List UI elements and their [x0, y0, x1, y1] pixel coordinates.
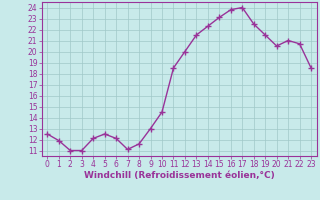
X-axis label: Windchill (Refroidissement éolien,°C): Windchill (Refroidissement éolien,°C)	[84, 171, 275, 180]
